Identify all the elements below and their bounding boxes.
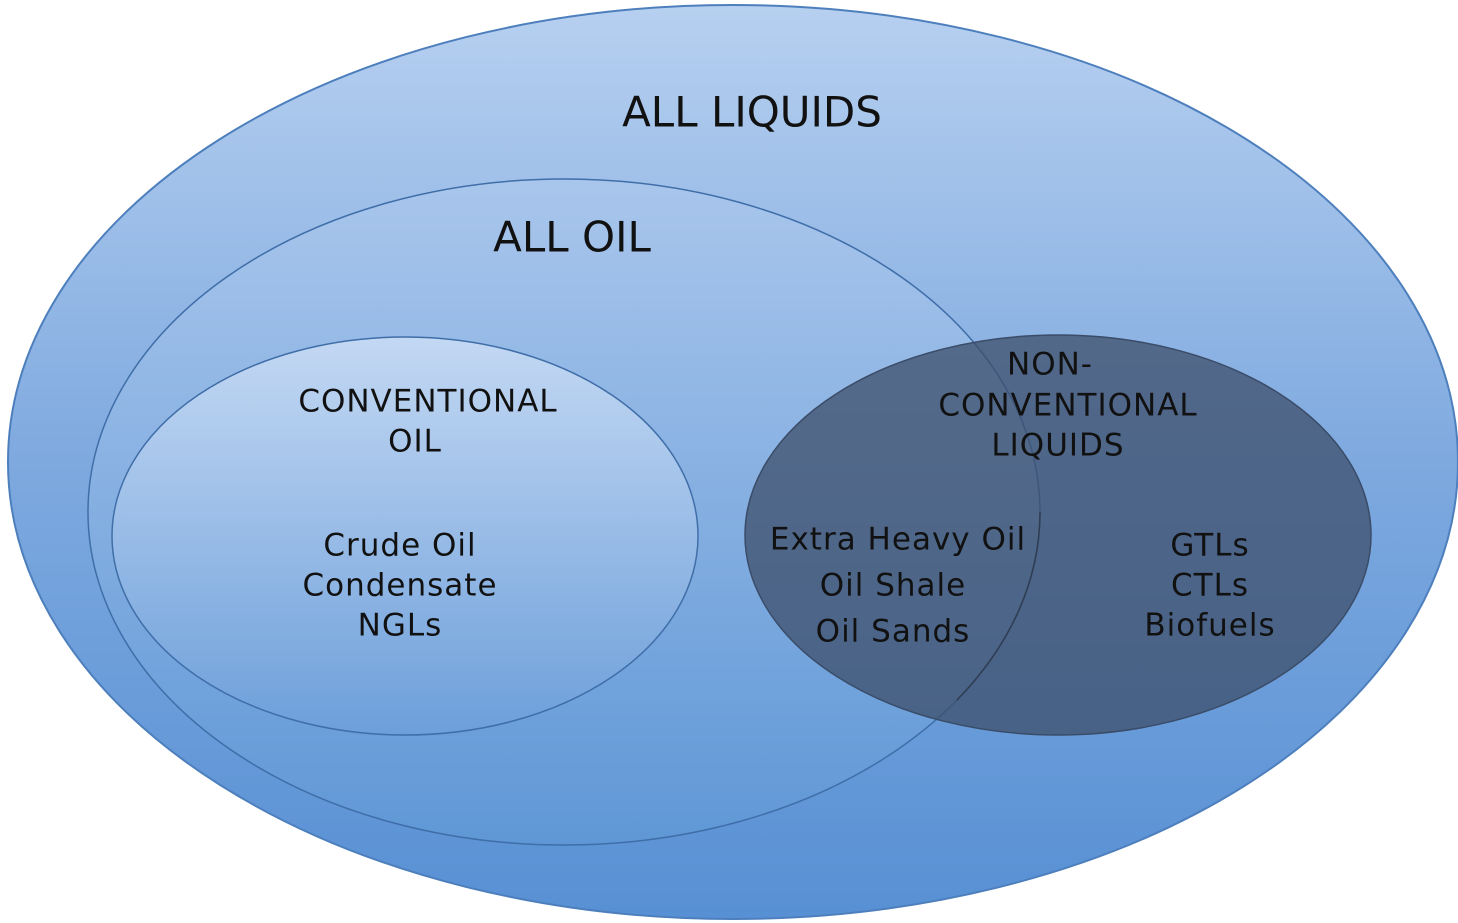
item: Condensate: [302, 568, 497, 604]
item: Oil Sands: [816, 614, 971, 650]
item: CTLs: [1171, 568, 1249, 604]
set-label: LIQUIDS: [991, 428, 1124, 464]
non-conventional-set: [744, 334, 1372, 736]
set-label: CONVENTIONAL: [938, 388, 1197, 424]
item: GTLs: [1170, 528, 1249, 564]
set-label: CONVENTIONAL: [298, 384, 557, 420]
all-oil-boundary: [956, 511, 1041, 701]
set-label: NON-: [1007, 347, 1093, 383]
item: Biofuels: [1144, 608, 1275, 644]
item: Crude Oil: [323, 528, 476, 564]
conventional-oil-set: [111, 336, 699, 736]
item: NGLs: [358, 608, 443, 644]
item: Extra Heavy Oil: [770, 522, 1026, 558]
set-label: OIL: [388, 424, 442, 460]
item: Oil Shale: [820, 568, 967, 604]
set-label: ALL OIL: [493, 213, 651, 262]
set-label: ALL LIQUIDS: [622, 88, 882, 137]
